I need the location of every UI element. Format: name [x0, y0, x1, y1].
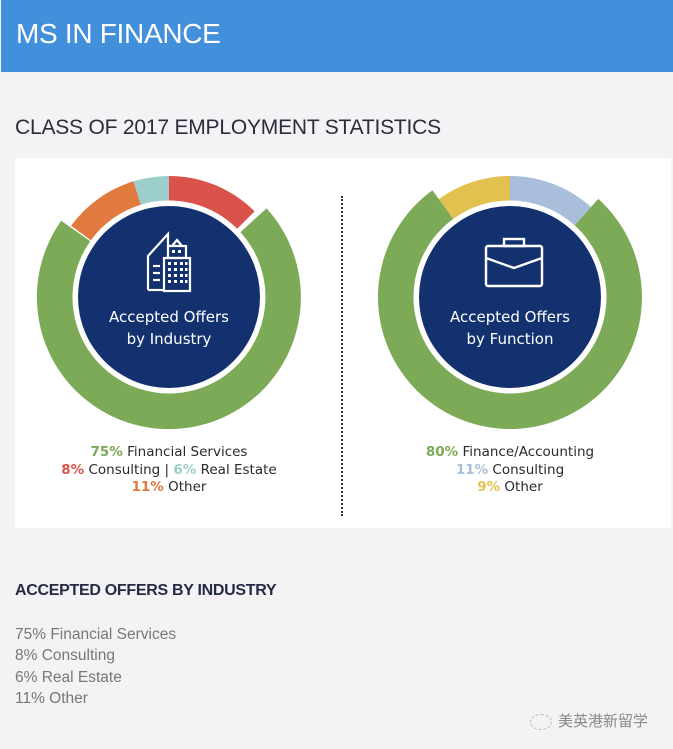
industry-legend: 75% Financial Services 8% Consulting | 6…	[29, 444, 309, 497]
details-heading: ACCEPTED OFFERS BY INDUSTRY	[15, 582, 277, 599]
legend-row: 75% Financial Services	[90, 444, 248, 460]
briefcase-icon	[484, 237, 544, 288]
segment-finance-accounting	[377, 190, 642, 429]
details-list: 75% Financial Services 8% Consulting 6% …	[15, 624, 176, 709]
function-legend: 80% Finance/Accounting 11% Consulting 9%…	[372, 444, 648, 497]
page-header: MS IN FINANCE	[1, 0, 673, 72]
function-center-label: Accepted Offers by Function	[450, 308, 570, 348]
segment-consulting	[510, 176, 591, 226]
legend-row: 8% Consulting | 6% Real Estate	[61, 461, 277, 478]
wechat-icon	[530, 713, 552, 730]
segment-other	[438, 176, 510, 219]
segment-other	[71, 181, 141, 241]
legend-row: 11% Other	[131, 479, 207, 495]
list-item: 6% Real Estate	[15, 668, 122, 686]
list-item: 8% Consulting	[15, 647, 115, 665]
section-title: CLASS OF 2017 EMPLOYMENT STATISTICS	[15, 116, 441, 139]
function-donut-chart	[377, 176, 642, 429]
buildings-icon	[146, 231, 192, 293]
page-title: MS IN FINANCE	[16, 18, 221, 49]
segment-consulting	[169, 175, 255, 229]
segment-financial-services	[36, 208, 301, 430]
watermark: 美英港新留学	[530, 710, 648, 731]
dotted-divider	[341, 196, 343, 516]
legend-row: 11% Consulting	[455, 461, 565, 478]
segment-real-estate	[133, 176, 169, 205]
legend-row: 9% Other	[477, 479, 543, 495]
legend-row: 80% Finance/Accounting	[425, 444, 595, 460]
industry-donut-chart	[36, 175, 301, 430]
industry-center-label: Accepted Offers by Industry	[109, 308, 229, 348]
list-item: 11% Other	[15, 689, 88, 707]
list-item: 75% Financial Services	[15, 626, 177, 643]
